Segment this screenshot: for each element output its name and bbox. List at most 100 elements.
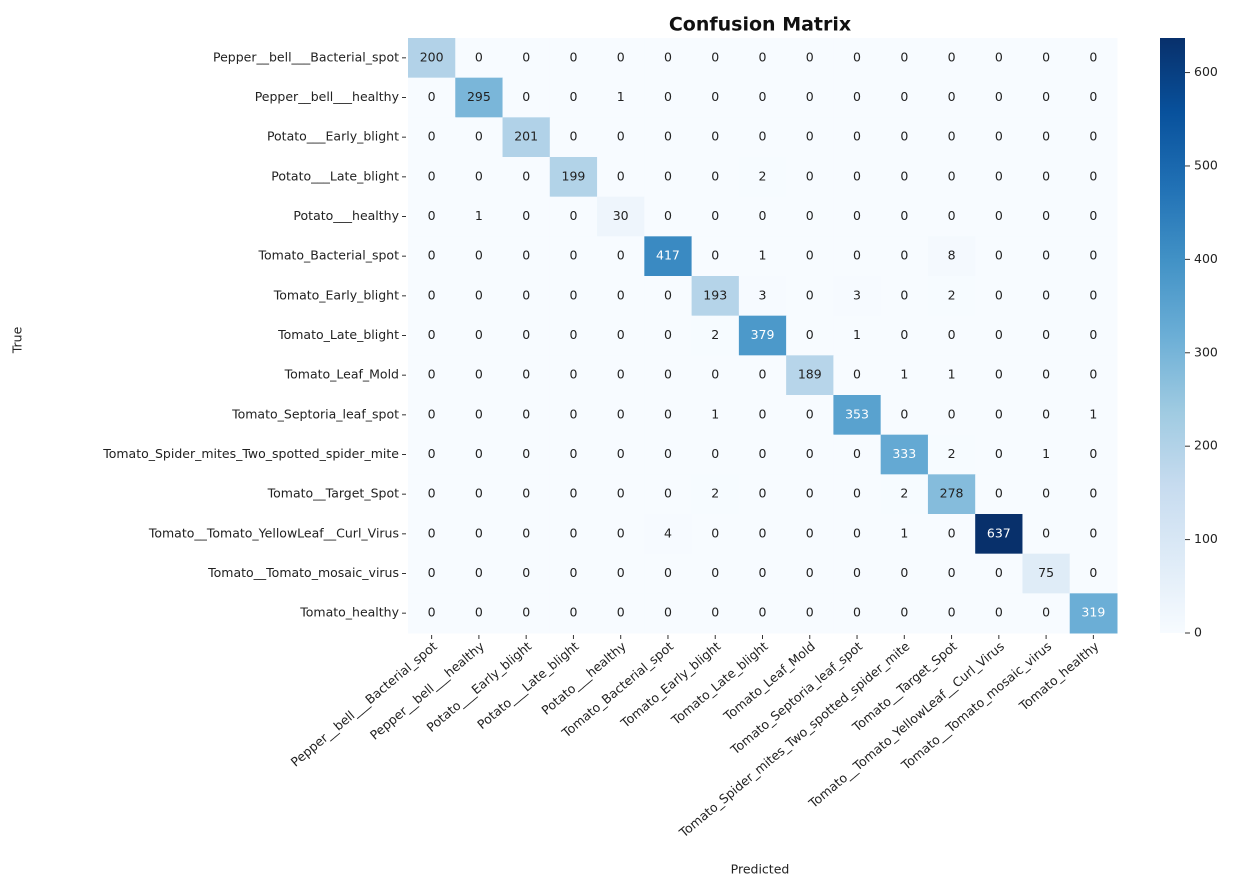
cell (455, 315, 504, 356)
cell (786, 77, 834, 118)
cell (597, 434, 645, 475)
cell (833, 553, 882, 594)
cell (1069, 593, 1118, 634)
cell (738, 434, 787, 475)
cell (1069, 157, 1118, 198)
cell (786, 553, 834, 594)
cell-label: 0 (1089, 287, 1097, 302)
y-axis-label: True (10, 326, 25, 354)
cell (455, 553, 504, 594)
cell (597, 514, 645, 555)
cell-label: 0 (711, 129, 719, 144)
cell-label: 0 (995, 89, 1003, 104)
cell (738, 553, 787, 594)
cell (408, 236, 456, 277)
cell (833, 315, 882, 356)
cell (880, 236, 929, 277)
cell-label: 0 (1042, 208, 1050, 223)
cell-label: 0 (569, 287, 577, 302)
cell (597, 236, 645, 277)
cell (880, 276, 929, 317)
cell-label: 0 (1042, 168, 1050, 183)
cell-label: 0 (569, 406, 577, 421)
cell (738, 157, 787, 198)
cell-label: 379 (751, 327, 775, 342)
cell-label: 0 (475, 168, 483, 183)
cell (786, 474, 834, 515)
cell-label: 0 (711, 49, 719, 64)
cell-label: 0 (759, 605, 767, 620)
cell-label: 0 (617, 49, 625, 64)
cell-label: 0 (759, 49, 767, 64)
cell (880, 355, 929, 396)
cell-label: 0 (1089, 129, 1097, 144)
cell-label: 0 (995, 367, 1003, 382)
cell (691, 236, 740, 277)
cell-label: 2 (900, 486, 908, 501)
cell (1022, 514, 1071, 555)
cell-label: 0 (995, 208, 1003, 223)
cell (833, 77, 882, 118)
cell (738, 117, 787, 158)
cell-label: 0 (569, 248, 577, 263)
cell-label: 1 (1042, 446, 1050, 461)
cell (786, 514, 834, 555)
cell-label: 0 (759, 208, 767, 223)
y-tick-label: Tomato_Late_blight (277, 327, 399, 342)
cell-label: 0 (569, 446, 577, 461)
cell (644, 514, 693, 555)
cell (833, 276, 882, 317)
cell (644, 38, 693, 79)
cell-label: 199 (562, 168, 586, 183)
cell (927, 77, 976, 118)
cell-label: 0 (522, 89, 530, 104)
cell (975, 157, 1023, 198)
cell (975, 355, 1023, 396)
cell-label: 0 (948, 49, 956, 64)
cell-label: 200 (420, 49, 444, 64)
cell-label: 0 (995, 248, 1003, 263)
cell (738, 514, 787, 555)
cell (408, 276, 456, 317)
cell (502, 315, 551, 356)
cell-label: 1 (900, 367, 908, 382)
cell (786, 157, 834, 198)
cell (597, 593, 645, 634)
cell-label: 2 (759, 168, 767, 183)
cell-label: 0 (900, 406, 908, 421)
cell-label: 0 (853, 49, 861, 64)
cell (455, 117, 504, 158)
cell-label: 0 (1042, 248, 1050, 263)
cell (786, 276, 834, 317)
cell (597, 38, 645, 79)
cell-label: 0 (806, 248, 814, 263)
cell (1022, 593, 1071, 634)
cell (644, 315, 693, 356)
cell-label: 4 (664, 525, 672, 540)
cell (549, 434, 598, 475)
cell (738, 236, 787, 277)
cell-label: 0 (1089, 49, 1097, 64)
cell-label: 0 (428, 287, 436, 302)
cell (786, 395, 834, 436)
cell-label: 0 (1042, 49, 1050, 64)
cell-label: 0 (1089, 446, 1097, 461)
cell (1069, 474, 1118, 515)
cell-label: 1 (948, 367, 956, 382)
cell-label: 0 (995, 327, 1003, 342)
cell-label: 0 (900, 129, 908, 144)
cell-label: 0 (475, 446, 483, 461)
cell (1022, 553, 1071, 594)
x-axis-label: Predicted (731, 862, 790, 877)
cell (880, 553, 929, 594)
cell-label: 3 (759, 287, 767, 302)
cell-label: 0 (1042, 327, 1050, 342)
cell-label: 0 (948, 208, 956, 223)
cell-label: 0 (759, 525, 767, 540)
cell (455, 355, 504, 396)
cell-label: 0 (428, 367, 436, 382)
cell-label: 0 (522, 248, 530, 263)
cell (738, 77, 787, 118)
cell (408, 474, 456, 515)
cell (691, 474, 740, 515)
